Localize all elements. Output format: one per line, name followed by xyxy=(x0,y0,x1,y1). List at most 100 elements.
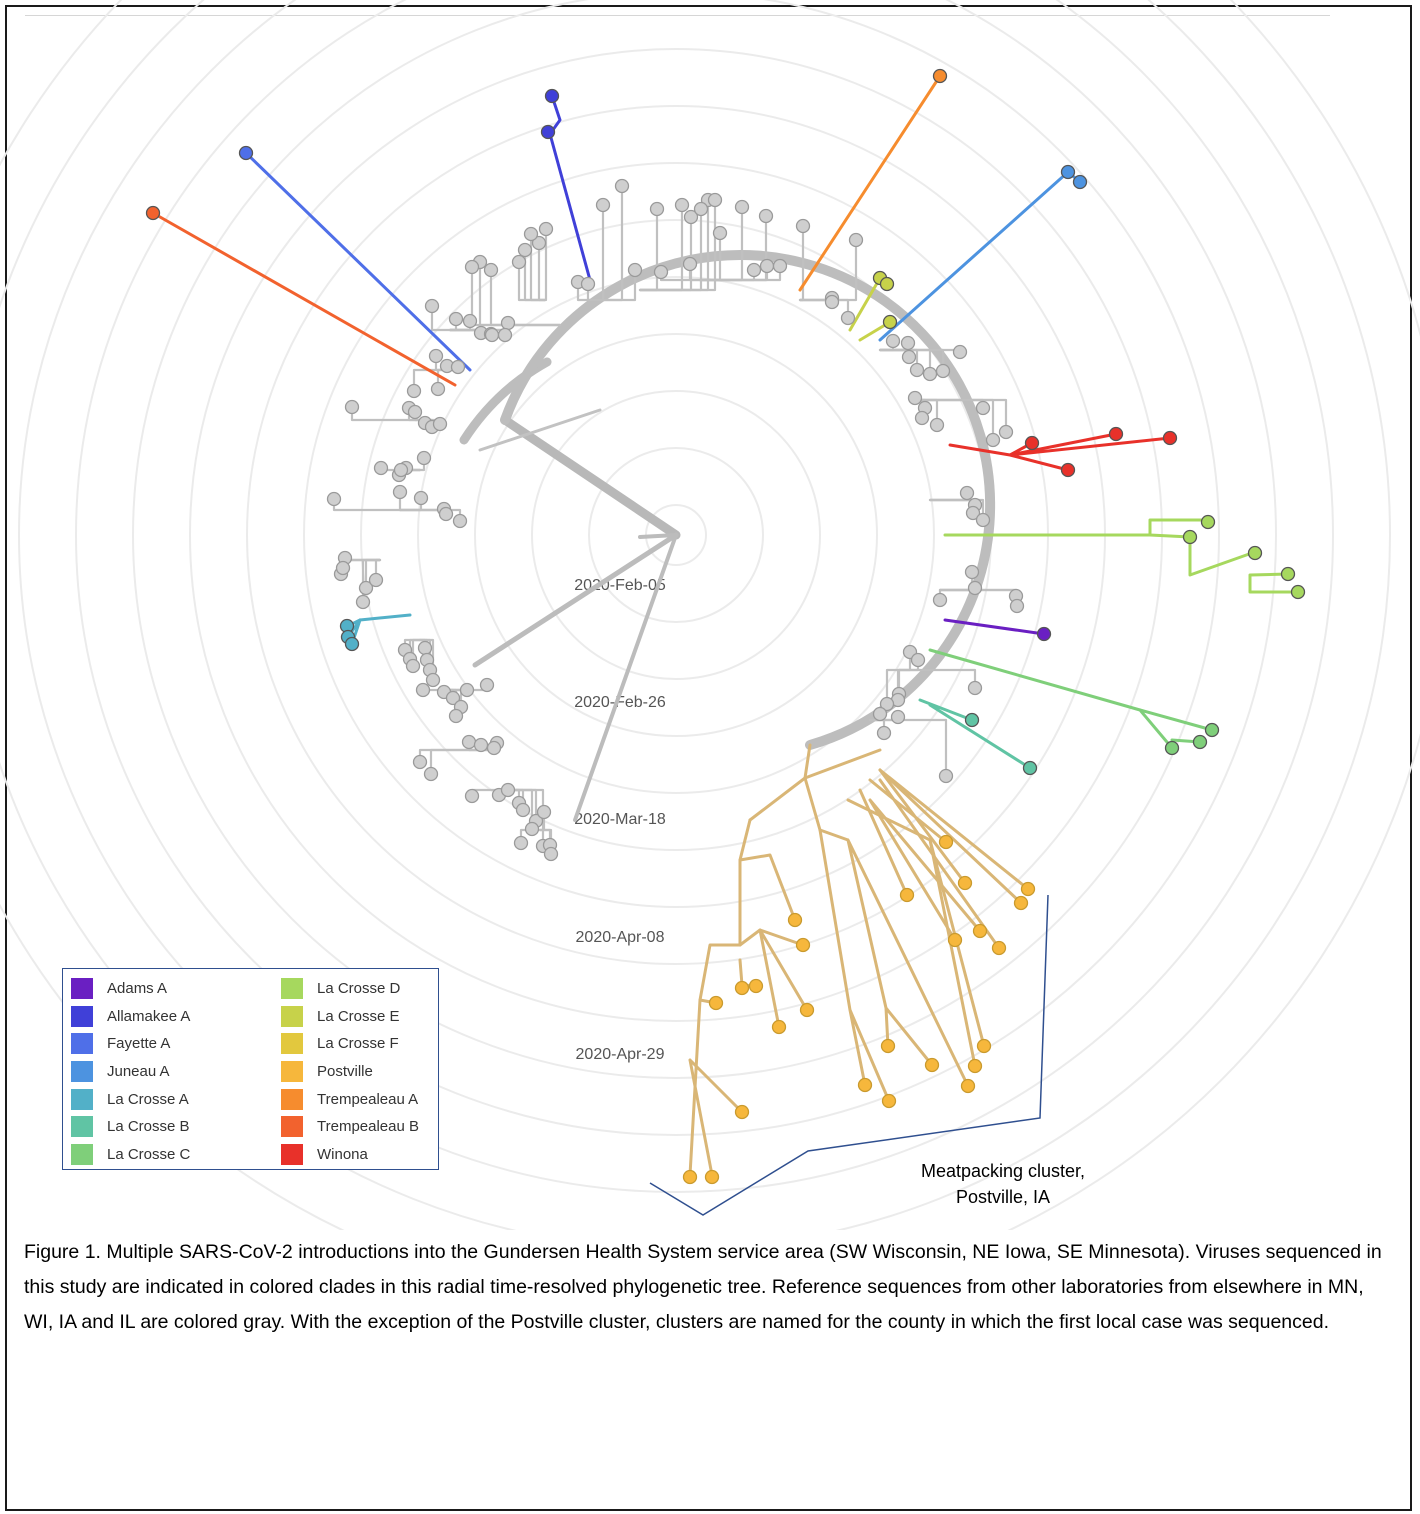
legend-swatch xyxy=(71,1143,93,1165)
postville-tip xyxy=(957,875,973,891)
reference-branch xyxy=(537,241,547,302)
postville-tip xyxy=(880,1038,896,1054)
clade-tip xyxy=(1072,174,1088,190)
legend-label: Fayette A xyxy=(107,1035,171,1053)
legend-label: La Crosse C xyxy=(107,1145,191,1163)
reference-tip xyxy=(909,362,925,378)
reference-tip xyxy=(358,580,374,596)
reference-tip xyxy=(929,417,945,433)
reference-tip xyxy=(967,580,983,596)
legend-swatch xyxy=(71,978,93,1000)
reference-branch xyxy=(598,203,605,302)
figure-caption: Figure 1. Multiple SARS-CoV-2 introducti… xyxy=(24,1241,1382,1333)
clade-tip xyxy=(1247,545,1263,561)
reference-tip xyxy=(965,505,981,521)
postville-branch xyxy=(803,776,891,1103)
reference-branch xyxy=(918,398,995,442)
clade-tip xyxy=(1200,514,1216,530)
reference-tip xyxy=(473,737,489,753)
legend-column-left: Adams A Allamakee A Fayette A Juneau A L… xyxy=(71,975,190,1168)
reference-branch xyxy=(798,298,850,320)
reference-tip xyxy=(464,788,480,804)
clade-tip xyxy=(964,712,980,728)
postville-tip xyxy=(1020,881,1036,897)
reference-branch xyxy=(529,232,547,302)
reference-tip xyxy=(452,513,468,529)
clade-branch xyxy=(948,432,1172,472)
postville-branch xyxy=(858,768,1001,950)
clade-tip xyxy=(1192,734,1208,750)
reference-tip xyxy=(998,424,1014,440)
reference-tip xyxy=(580,276,596,292)
reference-tip xyxy=(975,512,991,528)
postville-tip xyxy=(976,1038,992,1054)
clade-branch xyxy=(798,74,942,292)
annotation-line-2: Postville, IA xyxy=(955,1187,1051,1207)
clade-tip xyxy=(145,205,161,221)
postville-tip xyxy=(704,1169,720,1185)
legend-swatch xyxy=(281,1088,303,1110)
reference-tip xyxy=(523,226,539,242)
reference-tip xyxy=(885,333,901,349)
reference-tip xyxy=(425,672,441,688)
clade-tip xyxy=(1182,529,1198,545)
reference-tip xyxy=(759,258,775,274)
reference-tip xyxy=(614,178,630,194)
postville-tip xyxy=(947,932,963,948)
reference-tip xyxy=(500,315,516,331)
reference-tip xyxy=(430,381,446,397)
postville-tip xyxy=(924,1057,940,1073)
reference-tip xyxy=(415,682,431,698)
clade-tip xyxy=(1060,164,1076,180)
legend-item: La Crosse E xyxy=(281,1003,419,1031)
reference-tip xyxy=(890,709,906,725)
reference-tip xyxy=(524,821,540,837)
reference-tip xyxy=(758,208,774,224)
clade-tip xyxy=(932,68,948,84)
reference-tip xyxy=(438,506,454,522)
postville-tip xyxy=(682,1169,698,1185)
legend-swatch xyxy=(281,1061,303,1083)
clade-tip xyxy=(238,145,254,161)
postville-tip xyxy=(899,887,915,903)
reference-tip xyxy=(393,462,409,478)
reference-tip xyxy=(326,491,342,507)
legend-item: Trempealeau A xyxy=(281,1085,419,1113)
trunk-branch xyxy=(573,533,678,822)
clade-tip xyxy=(544,88,560,104)
legend-label: Trempealeau A xyxy=(317,1090,419,1108)
legend-item: La Crosse F xyxy=(281,1030,419,1058)
reference-tip xyxy=(627,262,643,278)
reference-tip xyxy=(712,225,728,241)
phylogenetic-tree: 2020-Feb-05 2020-Feb-26 2020-Mar-18 2020-Ap… xyxy=(0,0,1420,1230)
reference-branch xyxy=(885,668,902,706)
reference-tip xyxy=(879,696,895,712)
reference-tip xyxy=(649,201,665,217)
clade-tip xyxy=(1036,626,1052,642)
clade-tip xyxy=(1162,430,1178,446)
reference-tip xyxy=(922,366,938,382)
reference-tip xyxy=(538,221,554,237)
reference-tip xyxy=(653,264,669,280)
clade-tip xyxy=(540,124,556,140)
reference-tip xyxy=(428,348,444,364)
reference-tip xyxy=(985,432,1001,448)
reference-tip xyxy=(531,235,547,251)
reference-tip xyxy=(795,218,811,234)
postville-bracket xyxy=(649,894,1049,1216)
reference-tip xyxy=(461,734,477,750)
legend-label: La Crosse D xyxy=(317,980,401,998)
legend-item: La Crosse B xyxy=(71,1113,190,1141)
legend-swatch xyxy=(281,978,303,1000)
legend-swatch xyxy=(71,1005,93,1027)
reference-tip xyxy=(952,344,968,360)
legend-item: La Crosse C xyxy=(71,1141,190,1169)
postville-tip xyxy=(857,1077,873,1093)
reference-tip xyxy=(910,652,926,668)
reference-branch xyxy=(430,304,452,332)
reference-tip xyxy=(417,640,433,656)
postville-tip xyxy=(734,980,750,996)
postville-tip xyxy=(967,1058,983,1074)
reference-tip xyxy=(746,262,762,278)
legend-column-right: La Crosse D La Crosse E La Crosse F Post… xyxy=(281,975,419,1168)
